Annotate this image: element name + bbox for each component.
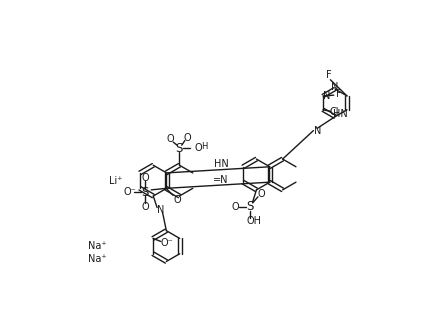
Text: N: N	[323, 91, 330, 101]
Text: =N: =N	[212, 175, 228, 185]
Text: Na⁺: Na⁺	[88, 254, 106, 264]
Text: O⁻: O⁻	[123, 187, 136, 197]
Text: O: O	[232, 202, 239, 212]
Text: H: H	[201, 142, 207, 151]
Text: S: S	[176, 142, 183, 155]
Text: O: O	[195, 143, 202, 153]
Text: S: S	[141, 186, 149, 199]
Text: HN: HN	[214, 159, 229, 169]
Text: O⁻: O⁻	[160, 238, 173, 248]
Text: O: O	[174, 195, 181, 205]
Text: O: O	[257, 189, 265, 199]
Text: HN: HN	[333, 109, 348, 118]
Text: S: S	[247, 200, 254, 213]
Text: N: N	[157, 205, 165, 215]
Text: OH: OH	[247, 216, 262, 226]
Text: N: N	[314, 125, 321, 136]
Text: Na⁺: Na⁺	[88, 241, 106, 251]
Text: O: O	[166, 134, 174, 144]
Text: O: O	[183, 132, 191, 143]
Text: O: O	[141, 202, 149, 212]
Text: Cl: Cl	[329, 107, 338, 117]
Text: F: F	[335, 89, 341, 99]
Text: N: N	[331, 82, 338, 92]
Text: F: F	[326, 70, 332, 80]
Text: Li⁺: Li⁺	[109, 176, 123, 186]
Text: O: O	[141, 172, 149, 183]
